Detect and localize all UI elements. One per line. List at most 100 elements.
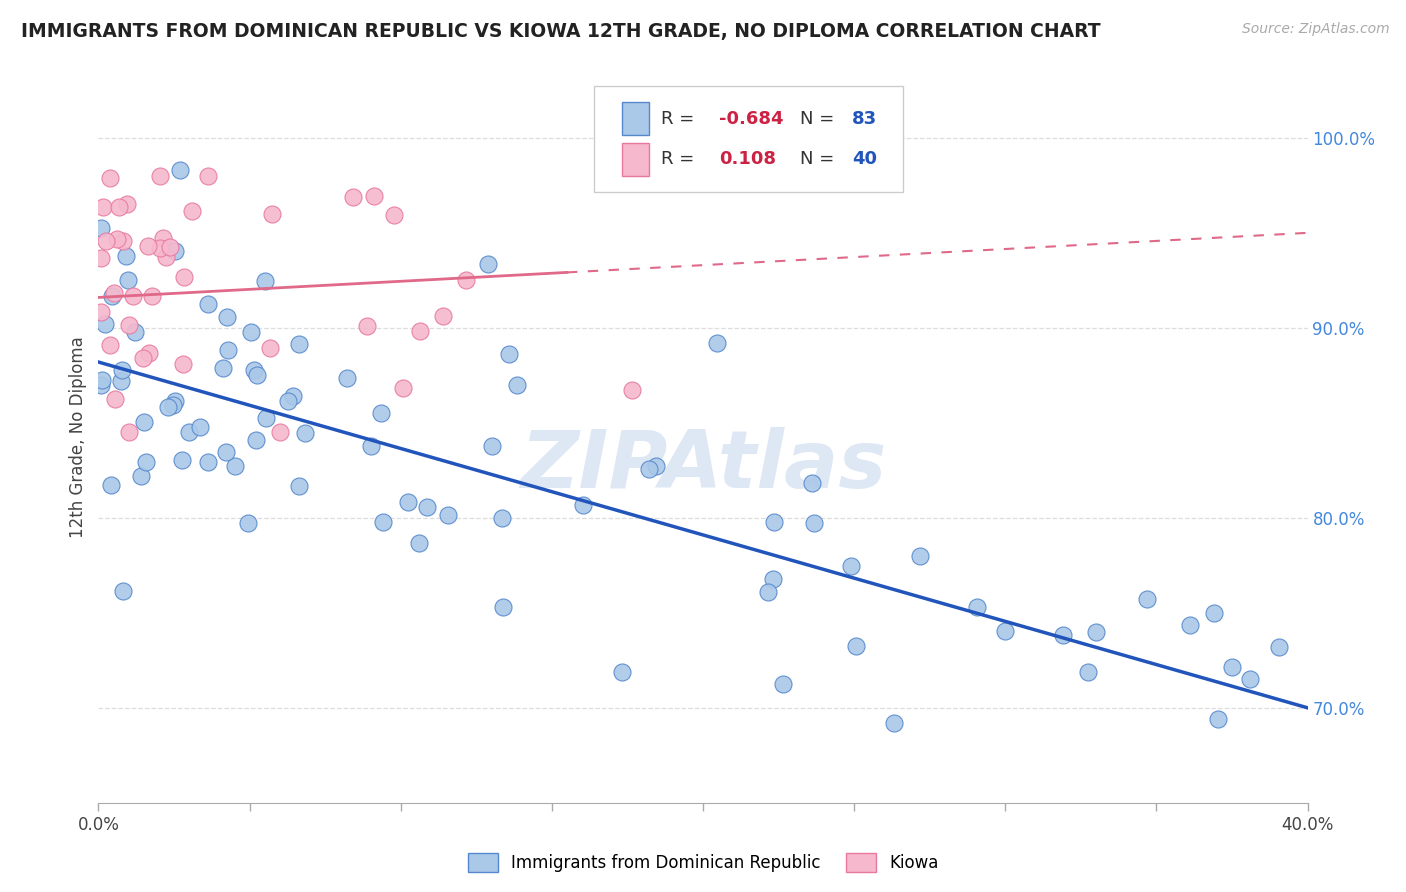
Point xyxy=(163,244,186,258)
Point xyxy=(149,241,172,255)
Point xyxy=(756,585,779,599)
Point xyxy=(454,273,477,287)
Text: IMMIGRANTS FROM DOMINICAN REPUBLIC VS KIOWA 12TH GRADE, NO DIPLOMA CORRELATION C: IMMIGRANTS FROM DOMINICAN REPUBLIC VS KI… xyxy=(21,22,1101,41)
Point xyxy=(211,361,233,376)
Text: N =: N = xyxy=(800,150,839,168)
Point xyxy=(288,479,311,493)
Point xyxy=(108,200,131,214)
Point xyxy=(163,394,186,409)
Point xyxy=(910,549,932,564)
Point xyxy=(360,439,382,453)
Point xyxy=(215,310,238,324)
Point xyxy=(253,274,276,288)
Point xyxy=(215,445,238,459)
Point xyxy=(644,458,666,473)
Point xyxy=(100,338,122,352)
Point xyxy=(157,400,180,414)
Point xyxy=(800,476,823,491)
Point xyxy=(181,204,204,219)
Point xyxy=(432,309,454,323)
Point xyxy=(172,357,194,371)
Point xyxy=(491,510,513,524)
Point xyxy=(772,677,794,691)
Point xyxy=(169,163,191,178)
Point xyxy=(110,374,132,388)
Point xyxy=(416,500,439,514)
Text: 40: 40 xyxy=(852,150,877,168)
Text: -0.684: -0.684 xyxy=(718,110,783,128)
Point xyxy=(90,378,112,392)
Point xyxy=(283,389,305,403)
Point xyxy=(370,406,392,420)
Point xyxy=(152,231,174,245)
Point xyxy=(1084,624,1107,639)
Point xyxy=(122,289,145,303)
Point xyxy=(1202,606,1225,620)
Point xyxy=(409,325,432,339)
Text: N =: N = xyxy=(800,110,839,128)
Point xyxy=(134,415,156,429)
Point xyxy=(506,378,529,392)
Point xyxy=(107,232,129,246)
Point xyxy=(477,257,499,271)
Point xyxy=(1239,672,1261,686)
Point xyxy=(118,425,141,440)
Point xyxy=(269,425,291,440)
Point xyxy=(391,381,413,395)
Text: Source: ZipAtlas.com: Source: ZipAtlas.com xyxy=(1241,22,1389,37)
Point xyxy=(115,197,138,211)
Point xyxy=(135,455,157,469)
Point xyxy=(197,169,219,183)
Point xyxy=(259,341,281,355)
Point xyxy=(197,454,219,468)
Point xyxy=(117,272,139,286)
Point xyxy=(124,325,146,339)
Legend: Immigrants from Dominican Republic, Kiowa: Immigrants from Dominican Republic, Kiow… xyxy=(461,846,945,879)
Point xyxy=(839,559,862,574)
Point xyxy=(111,363,134,377)
Point xyxy=(342,190,364,204)
Point xyxy=(498,346,520,360)
Point xyxy=(621,383,644,397)
Point xyxy=(177,425,200,440)
Point xyxy=(132,351,155,366)
Text: R =: R = xyxy=(661,150,706,168)
Point xyxy=(98,171,121,186)
Point xyxy=(138,345,160,359)
Point xyxy=(141,289,163,303)
Point xyxy=(243,363,266,377)
Point xyxy=(94,317,117,331)
Point xyxy=(111,584,134,599)
Text: 0.108: 0.108 xyxy=(718,150,776,168)
Point xyxy=(90,220,112,235)
Point xyxy=(1178,618,1201,632)
Point xyxy=(159,240,181,254)
Point xyxy=(491,600,513,615)
Point xyxy=(217,343,239,357)
Point xyxy=(1052,627,1074,641)
Point xyxy=(288,336,311,351)
Point xyxy=(112,234,135,248)
Point xyxy=(382,208,405,222)
Point xyxy=(762,572,785,586)
Point xyxy=(277,393,299,408)
Point xyxy=(706,335,728,350)
Point xyxy=(1268,640,1291,655)
Point xyxy=(224,458,246,473)
Point xyxy=(90,374,112,388)
Point xyxy=(336,371,359,385)
Point xyxy=(408,536,430,550)
Point xyxy=(294,425,316,440)
Point xyxy=(236,516,259,530)
Point xyxy=(994,624,1017,638)
Point xyxy=(1206,713,1229,727)
Point xyxy=(245,433,267,447)
Point xyxy=(100,477,122,491)
Text: ZIPAtlas: ZIPAtlas xyxy=(520,427,886,506)
FancyBboxPatch shape xyxy=(595,86,903,192)
Point xyxy=(803,516,825,530)
Point xyxy=(149,169,172,183)
Point xyxy=(197,297,219,311)
Point xyxy=(398,495,420,509)
Point xyxy=(1220,660,1243,674)
